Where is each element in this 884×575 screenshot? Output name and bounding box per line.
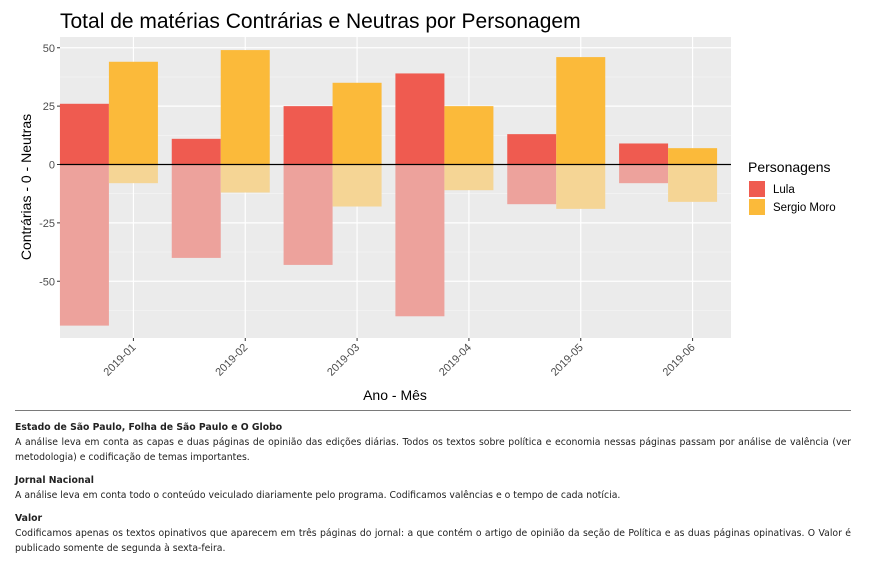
bar-contrarias-lula-2019-01 bbox=[59, 164, 109, 326]
x-tick-label: 2019-05 bbox=[549, 342, 586, 379]
legend-swatch-sergio-moro bbox=[749, 199, 765, 215]
bar-neutras-lula-2019-03 bbox=[283, 106, 333, 165]
note-text: A análise leva em conta todo o conteúdo … bbox=[15, 490, 621, 501]
y-tick-label: 50 bbox=[43, 43, 55, 55]
note-estadao-folha-globo: Estado de São Paulo, Folha de São Paulo … bbox=[15, 420, 851, 465]
x-tick-label: 2019-04 bbox=[437, 342, 474, 379]
bar-contrarias-sergio-moro-2019-06 bbox=[668, 164, 718, 202]
bar-neutras-lula-2019-04 bbox=[395, 73, 445, 165]
note-text: Codificamos apenas os textos opinativos … bbox=[15, 528, 851, 554]
bar-neutras-lula-2019-02 bbox=[171, 138, 221, 165]
x-tick-label: 2019-02 bbox=[213, 342, 250, 379]
methodology-notes: Estado de São Paulo, Folha de São Paulo … bbox=[15, 410, 851, 556]
note-heading: Jornal Nacional bbox=[15, 475, 94, 486]
legend: Personagens Lula Sergio Moro bbox=[748, 159, 836, 215]
x-tick-label: 2019-03 bbox=[325, 342, 362, 379]
bar-neutras-lula-2019-01 bbox=[59, 103, 109, 165]
bar-neutras-lula-2019-06 bbox=[619, 143, 669, 165]
note-text: A análise leva em conta as capas e duas … bbox=[15, 437, 851, 463]
note-jornal-nacional: Jornal Nacional A análise leva em conta … bbox=[15, 473, 851, 503]
bar-contrarias-lula-2019-03 bbox=[283, 164, 333, 265]
bar-neutras-sergio-moro-2019-01 bbox=[108, 61, 158, 165]
note-heading: Estado de São Paulo, Folha de São Paulo … bbox=[15, 422, 283, 433]
legend-title: Personagens bbox=[748, 159, 831, 175]
x-axis-label: Ano - Mês bbox=[363, 387, 427, 403]
bar-neutras-sergio-moro-2019-04 bbox=[444, 106, 494, 165]
x-tick-label: 2019-06 bbox=[661, 342, 698, 379]
bar-chart: Total de matérias Contrárias e Neutras p… bbox=[18, 10, 836, 403]
legend-label-lula: Lula bbox=[773, 184, 795, 196]
bar-neutras-sergio-moro-2019-03 bbox=[332, 82, 382, 165]
note-valor: Valor Codificamos apenas os textos opina… bbox=[15, 511, 851, 556]
bar-contrarias-sergio-moro-2019-05 bbox=[556, 164, 606, 209]
bar-contrarias-lula-2019-02 bbox=[171, 164, 221, 258]
legend-swatch-lula bbox=[749, 181, 765, 197]
bar-contrarias-lula-2019-04 bbox=[395, 164, 445, 317]
bar-neutras-lula-2019-05 bbox=[507, 134, 557, 165]
y-tick-label: -50 bbox=[39, 276, 55, 288]
x-tick-label: 2019-01 bbox=[102, 342, 139, 379]
bar-neutras-sergio-moro-2019-02 bbox=[220, 50, 270, 165]
bar-contrarias-sergio-moro-2019-04 bbox=[444, 164, 494, 191]
bar-contrarias-lula-2019-05 bbox=[507, 164, 557, 205]
bar-neutras-sergio-moro-2019-06 bbox=[668, 148, 718, 165]
bar-contrarias-lula-2019-06 bbox=[619, 164, 669, 184]
y-tick-label: -25 bbox=[39, 218, 55, 230]
chart-title: Total de matérias Contrárias e Neutras p… bbox=[60, 10, 581, 33]
bar-contrarias-sergio-moro-2019-02 bbox=[220, 164, 270, 193]
bar-neutras-sergio-moro-2019-05 bbox=[556, 57, 606, 165]
y-tick-label: 0 bbox=[49, 160, 55, 172]
note-heading: Valor bbox=[15, 513, 43, 524]
y-tick-label: 25 bbox=[43, 101, 55, 113]
y-axis-label: Contrárias - 0 - Neutras bbox=[18, 114, 34, 260]
bar-contrarias-sergio-moro-2019-01 bbox=[108, 164, 158, 184]
bar-contrarias-sergio-moro-2019-03 bbox=[332, 164, 382, 207]
legend-label-sergio-moro: Sergio Moro bbox=[773, 202, 836, 214]
